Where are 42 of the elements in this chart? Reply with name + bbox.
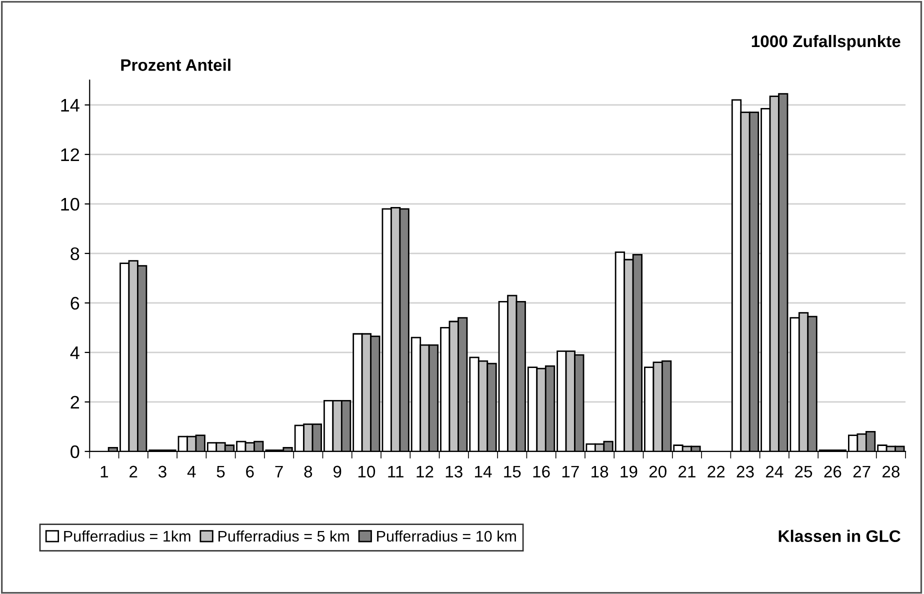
x-tick-label: 15 — [504, 466, 521, 478]
x-tick-label: 7 — [275, 466, 283, 478]
x-tick-label: 19 — [620, 466, 638, 478]
x-tick-label: 8 — [304, 466, 312, 478]
x-axis-title: Klassen in GLC — [778, 530, 900, 542]
x-tick-label: 16 — [533, 466, 550, 478]
y-tick-label: 6 — [70, 296, 80, 310]
x-tick-label: 18 — [592, 466, 608, 478]
x-tick-label: 3 — [158, 466, 166, 478]
y-tick-label: 0 — [70, 445, 80, 458]
x-tick-label: 14 — [475, 466, 492, 478]
x-tick-label: 5 — [216, 466, 225, 478]
y-tick-label: 4 — [70, 346, 80, 359]
x-tick-label: 24 — [766, 466, 784, 478]
x-tick-label: 28 — [882, 466, 900, 478]
y-tick-label: 2 — [70, 396, 79, 408]
y-axis-title: Prozent Anteil — [121, 58, 230, 71]
x-tick-label: 6 — [246, 466, 254, 478]
x-tick-label: 13 — [446, 466, 462, 478]
y-tick-label: 8 — [70, 247, 80, 260]
x-tick-label: 4 — [187, 466, 196, 478]
y-tick-label: 14 — [61, 99, 80, 112]
x-tick-label: 25 — [795, 466, 812, 478]
y-tick-label: 10 — [61, 198, 80, 211]
x-tick-label: 26 — [824, 466, 842, 478]
legend-label: Pufferradius = 10 km — [377, 530, 516, 542]
legend-label: Pufferradius = 5 km — [218, 530, 349, 542]
x-tick-label: 10 — [358, 466, 376, 478]
x-tick-label: 12 — [416, 466, 434, 478]
x-tick-label: 1 — [100, 466, 108, 478]
x-tick-label: 17 — [562, 466, 579, 478]
x-tick-label: 21 — [678, 466, 696, 478]
legend-label: Pufferradius = 1km — [64, 530, 190, 542]
x-tick-label: 20 — [649, 466, 666, 478]
x-tick-label: 2 — [130, 466, 138, 478]
y-tick-label: 12 — [61, 148, 79, 161]
x-tick-label: 22 — [708, 466, 725, 478]
x-tick-label: 9 — [333, 466, 342, 478]
chart-title: 1000 Zufallspunkte — [752, 34, 900, 50]
x-tick-label: 11 — [388, 466, 404, 478]
x-tick-label: 23 — [736, 466, 754, 478]
x-tick-label: 27 — [853, 466, 870, 478]
